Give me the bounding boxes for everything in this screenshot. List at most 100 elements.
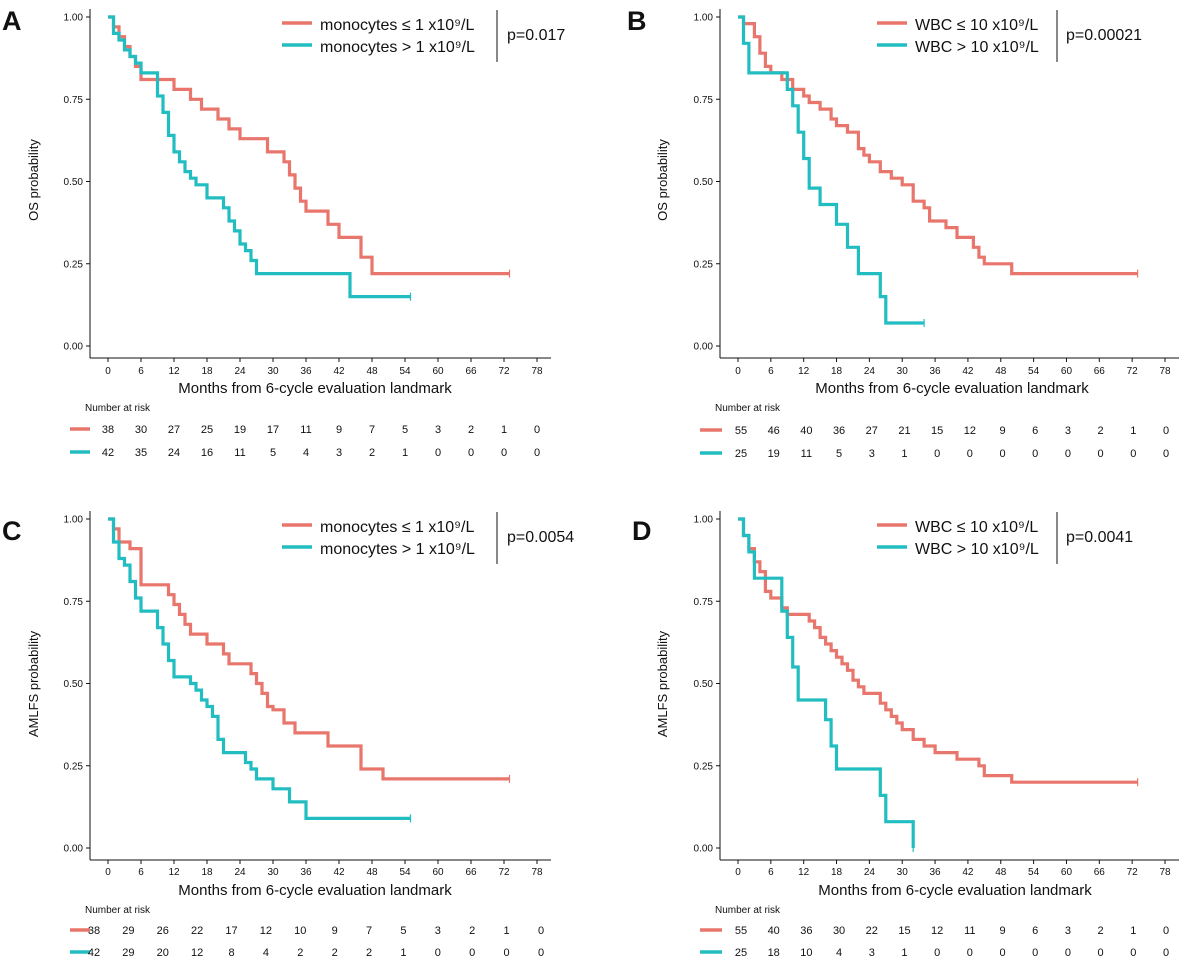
p-value: p=0.0054 xyxy=(507,529,574,546)
x-tick-label: 66 xyxy=(465,366,477,377)
risk-count: 0 xyxy=(1130,947,1136,959)
risk-count: 27 xyxy=(866,425,878,437)
x-tick-label: 42 xyxy=(962,366,974,377)
x-tick-label: 0 xyxy=(105,867,111,878)
x-tick-label: 24 xyxy=(864,867,876,878)
risk-count: 0 xyxy=(1032,448,1038,460)
x-tick-label: 30 xyxy=(267,867,279,878)
x-tick-label: 0 xyxy=(735,366,741,377)
risk-count: 9 xyxy=(999,425,1005,437)
risk-count: 0 xyxy=(504,947,510,959)
x-tick-label: 60 xyxy=(432,867,444,878)
risk-count: 0 xyxy=(934,947,940,959)
risk-count: 0 xyxy=(934,448,940,460)
risk-count: 9 xyxy=(999,925,1005,937)
x-axis-title: Months from 6-cycle evaluation landmark xyxy=(178,882,452,899)
x-tick-label: 66 xyxy=(465,867,477,878)
risk-count: 7 xyxy=(369,424,375,436)
risk-count: 0 xyxy=(468,447,474,459)
risk-count: 0 xyxy=(435,947,441,959)
risk-count: 1 xyxy=(400,947,406,959)
x-tick-label: 60 xyxy=(1061,366,1073,377)
legend-label-series-2: monocytes > 1 x10⁹/L xyxy=(320,39,475,56)
risk-count: 9 xyxy=(332,925,338,937)
risk-count: 17 xyxy=(225,925,237,937)
panel-letter: C xyxy=(2,516,22,546)
risk-count: 25 xyxy=(735,947,747,959)
x-tick-label: 30 xyxy=(897,867,909,878)
risk-count: 21 xyxy=(898,425,910,437)
risk-count: 0 xyxy=(967,947,973,959)
legend-label-series-1: WBC ≤ 10 x10⁹/L xyxy=(915,519,1038,536)
risk-count: 12 xyxy=(964,425,976,437)
risk-count: 0 xyxy=(1098,947,1104,959)
km-curve-series-1 xyxy=(738,517,1138,784)
risk-count: 2 xyxy=(297,947,303,959)
y-tick-label: 0.75 xyxy=(64,95,84,106)
x-tick-label: 6 xyxy=(768,366,774,377)
p-value: p=0.017 xyxy=(507,27,565,44)
risk-count: 0 xyxy=(1163,448,1169,460)
risk-count: 5 xyxy=(836,448,842,460)
x-axis-title: Months from 6-cycle evaluation landmark xyxy=(818,882,1092,899)
panel-letter: A xyxy=(2,6,22,36)
x-tick-label: 42 xyxy=(962,867,974,878)
risk-count: 5 xyxy=(402,424,408,436)
y-tick-label: 0.00 xyxy=(64,844,84,855)
risk-count: 0 xyxy=(538,925,544,937)
x-tick-label: 18 xyxy=(201,867,213,878)
x-tick-label: 66 xyxy=(1094,867,1106,878)
x-tick-label: 72 xyxy=(498,867,510,878)
risk-count: 0 xyxy=(1065,448,1071,460)
risk-count: 1 xyxy=(901,947,907,959)
legend-label-series-2: monocytes > 1 x10⁹/L xyxy=(320,541,475,558)
risk-count: 4 xyxy=(263,947,269,959)
km-curve-series-2 xyxy=(738,15,925,325)
x-tick-label: 78 xyxy=(531,867,543,878)
x-tick-label: 36 xyxy=(930,366,942,377)
risk-count: 0 xyxy=(1098,448,1104,460)
risk-count: 0 xyxy=(501,447,507,459)
risk-count: 3 xyxy=(869,947,875,959)
y-tick-label: 0.50 xyxy=(64,177,84,188)
legend-label-series-1: monocytes ≤ 1 x10⁹/L xyxy=(320,17,474,34)
risk-count: 9 xyxy=(336,424,342,436)
x-tick-label: 36 xyxy=(300,867,312,878)
x-tick-label: 12 xyxy=(798,867,810,878)
risk-count: 3 xyxy=(336,447,342,459)
x-tick-label: 0 xyxy=(105,366,111,377)
x-tick-label: 30 xyxy=(267,366,279,377)
risk-count: 1 xyxy=(1130,425,1136,437)
risk-count: 42 xyxy=(88,947,100,959)
y-tick-label: 0.50 xyxy=(694,177,714,188)
x-tick-label: 18 xyxy=(831,366,843,377)
panel-letter: B xyxy=(627,6,647,36)
risk-count: 11 xyxy=(300,424,311,436)
risk-count: 0 xyxy=(534,447,540,459)
x-tick-label: 24 xyxy=(864,366,876,377)
risk-count: 2 xyxy=(468,424,474,436)
panel-letter: D xyxy=(632,516,652,546)
risk-count: 38 xyxy=(102,424,114,436)
risk-count: 55 xyxy=(735,925,747,937)
risk-count: 16 xyxy=(201,447,213,459)
y-tick-label: 0.00 xyxy=(694,342,714,353)
risk-count: 22 xyxy=(866,925,878,937)
x-tick-label: 18 xyxy=(831,867,843,878)
x-tick-label: 72 xyxy=(1127,366,1139,377)
risk-count: 0 xyxy=(967,448,973,460)
p-value: p=0.0041 xyxy=(1066,529,1133,546)
risk-count: 12 xyxy=(931,925,943,937)
risk-table-title: Number at risk xyxy=(85,905,151,916)
risk-count: 0 xyxy=(999,947,1005,959)
risk-count: 42 xyxy=(102,447,114,459)
risk-count: 1 xyxy=(901,448,907,460)
risk-count: 0 xyxy=(1032,947,1038,959)
x-tick-label: 60 xyxy=(1061,867,1073,878)
risk-count: 25 xyxy=(201,424,213,436)
risk-count: 19 xyxy=(768,448,780,460)
risk-count: 2 xyxy=(366,947,372,959)
risk-count: 11 xyxy=(964,925,975,937)
risk-count: 17 xyxy=(267,424,279,436)
